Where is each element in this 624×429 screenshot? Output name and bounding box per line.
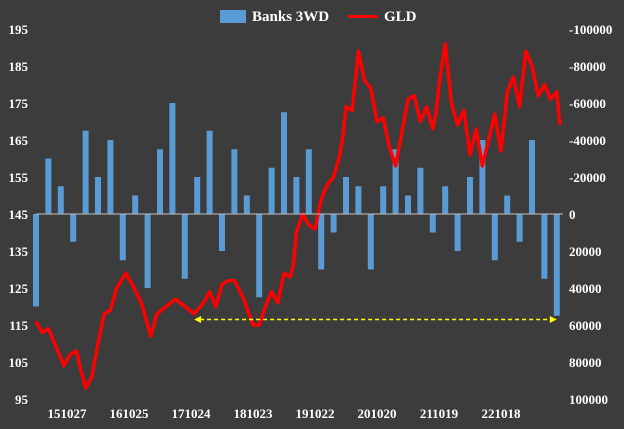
x-tick-label: 171024	[172, 406, 212, 421]
left-tick-label: 115	[9, 318, 28, 333]
bar	[442, 186, 449, 214]
bar	[281, 112, 287, 214]
bar	[454, 214, 461, 251]
left-axis: 195 185 175 165 155 145 135 125 115 105 95	[9, 22, 29, 407]
bar	[429, 214, 436, 233]
left-tick-label: 185	[9, 59, 29, 74]
right-tick-label: 80000	[569, 355, 602, 370]
bar	[70, 214, 77, 242]
right-tick-label: 0	[569, 207, 576, 222]
bar	[467, 177, 473, 214]
bar	[479, 140, 486, 214]
bar	[219, 214, 225, 251]
bar	[107, 140, 114, 214]
left-tick-label: 165	[9, 133, 29, 148]
legend-label-gld: GLD	[384, 9, 417, 25]
bar	[45, 158, 52, 214]
left-tick-label: 155	[9, 170, 29, 185]
bar	[256, 214, 263, 298]
bar	[529, 140, 535, 214]
x-tick-label: 161025	[110, 406, 150, 421]
right-tick-label: 60000	[569, 318, 602, 333]
bar	[181, 214, 188, 279]
bar	[553, 214, 560, 316]
left-tick-label: 175	[9, 96, 29, 111]
bar	[491, 214, 498, 261]
right-tick-label: -80000	[569, 59, 606, 74]
bar	[33, 214, 39, 307]
legend-label-banks: Banks 3WD	[252, 9, 329, 25]
left-tick-label: 145	[9, 207, 29, 222]
bar	[405, 195, 411, 214]
right-tick-label: -20000	[569, 170, 606, 185]
gld-line	[34, 42, 562, 390]
right-tick-label: -100000	[569, 22, 612, 37]
bar	[318, 214, 325, 270]
annotation-layer	[194, 315, 557, 323]
x-tick-label: 201020	[358, 406, 397, 421]
x-tick-label: 181023	[234, 406, 274, 421]
left-tick-label: 105	[9, 355, 29, 370]
bar	[268, 167, 275, 214]
bar	[516, 214, 523, 242]
left-tick-label: 195	[9, 22, 29, 37]
x-tick-label: 151027	[48, 406, 88, 421]
bar	[169, 103, 176, 214]
bar	[144, 214, 151, 288]
legend: Banks 3WD GLD	[220, 9, 417, 25]
x-tick-label: 211019	[420, 406, 459, 421]
left-tick-label: 125	[9, 281, 29, 296]
bar	[541, 214, 548, 279]
bar	[82, 130, 89, 214]
bar	[367, 214, 374, 270]
bar	[355, 186, 362, 214]
bar	[380, 186, 387, 214]
bar	[119, 214, 126, 261]
bar	[194, 177, 201, 214]
x-tick-label: 191022	[296, 406, 335, 421]
right-axis: -100000 -80000 -60000 -40000 -20000 0 20000 400…	[569, 22, 612, 407]
right-tick-label: 40000	[569, 281, 602, 296]
left-tick-label: 135	[9, 244, 29, 259]
bar	[95, 177, 101, 214]
bar	[293, 177, 300, 214]
bar	[504, 195, 511, 214]
right-tick-label: 20000	[569, 244, 602, 259]
line-layer	[34, 42, 562, 390]
bar	[343, 177, 349, 214]
left-tick-label: 95	[15, 392, 29, 407]
bar	[206, 130, 213, 214]
bars-layer	[33, 103, 560, 316]
bar	[57, 186, 64, 214]
legend-swatch-banks	[220, 10, 246, 23]
annotation-arrowhead-left	[194, 315, 202, 323]
right-tick-label: 100000	[569, 392, 608, 407]
right-tick-label: -60000	[569, 96, 606, 111]
bar	[243, 195, 250, 214]
bar	[417, 167, 424, 214]
x-tick-label: 221018	[482, 406, 522, 421]
annotation-arrowhead-right	[549, 315, 557, 323]
bar	[392, 149, 399, 214]
bar	[231, 149, 238, 214]
right-tick-label: -40000	[569, 133, 606, 148]
bar	[132, 195, 139, 214]
bar	[305, 149, 312, 214]
bar	[157, 149, 163, 214]
x-axis: 151027 161025 171024 181023 191022 201020 2110…	[48, 406, 522, 421]
bar	[330, 214, 337, 233]
